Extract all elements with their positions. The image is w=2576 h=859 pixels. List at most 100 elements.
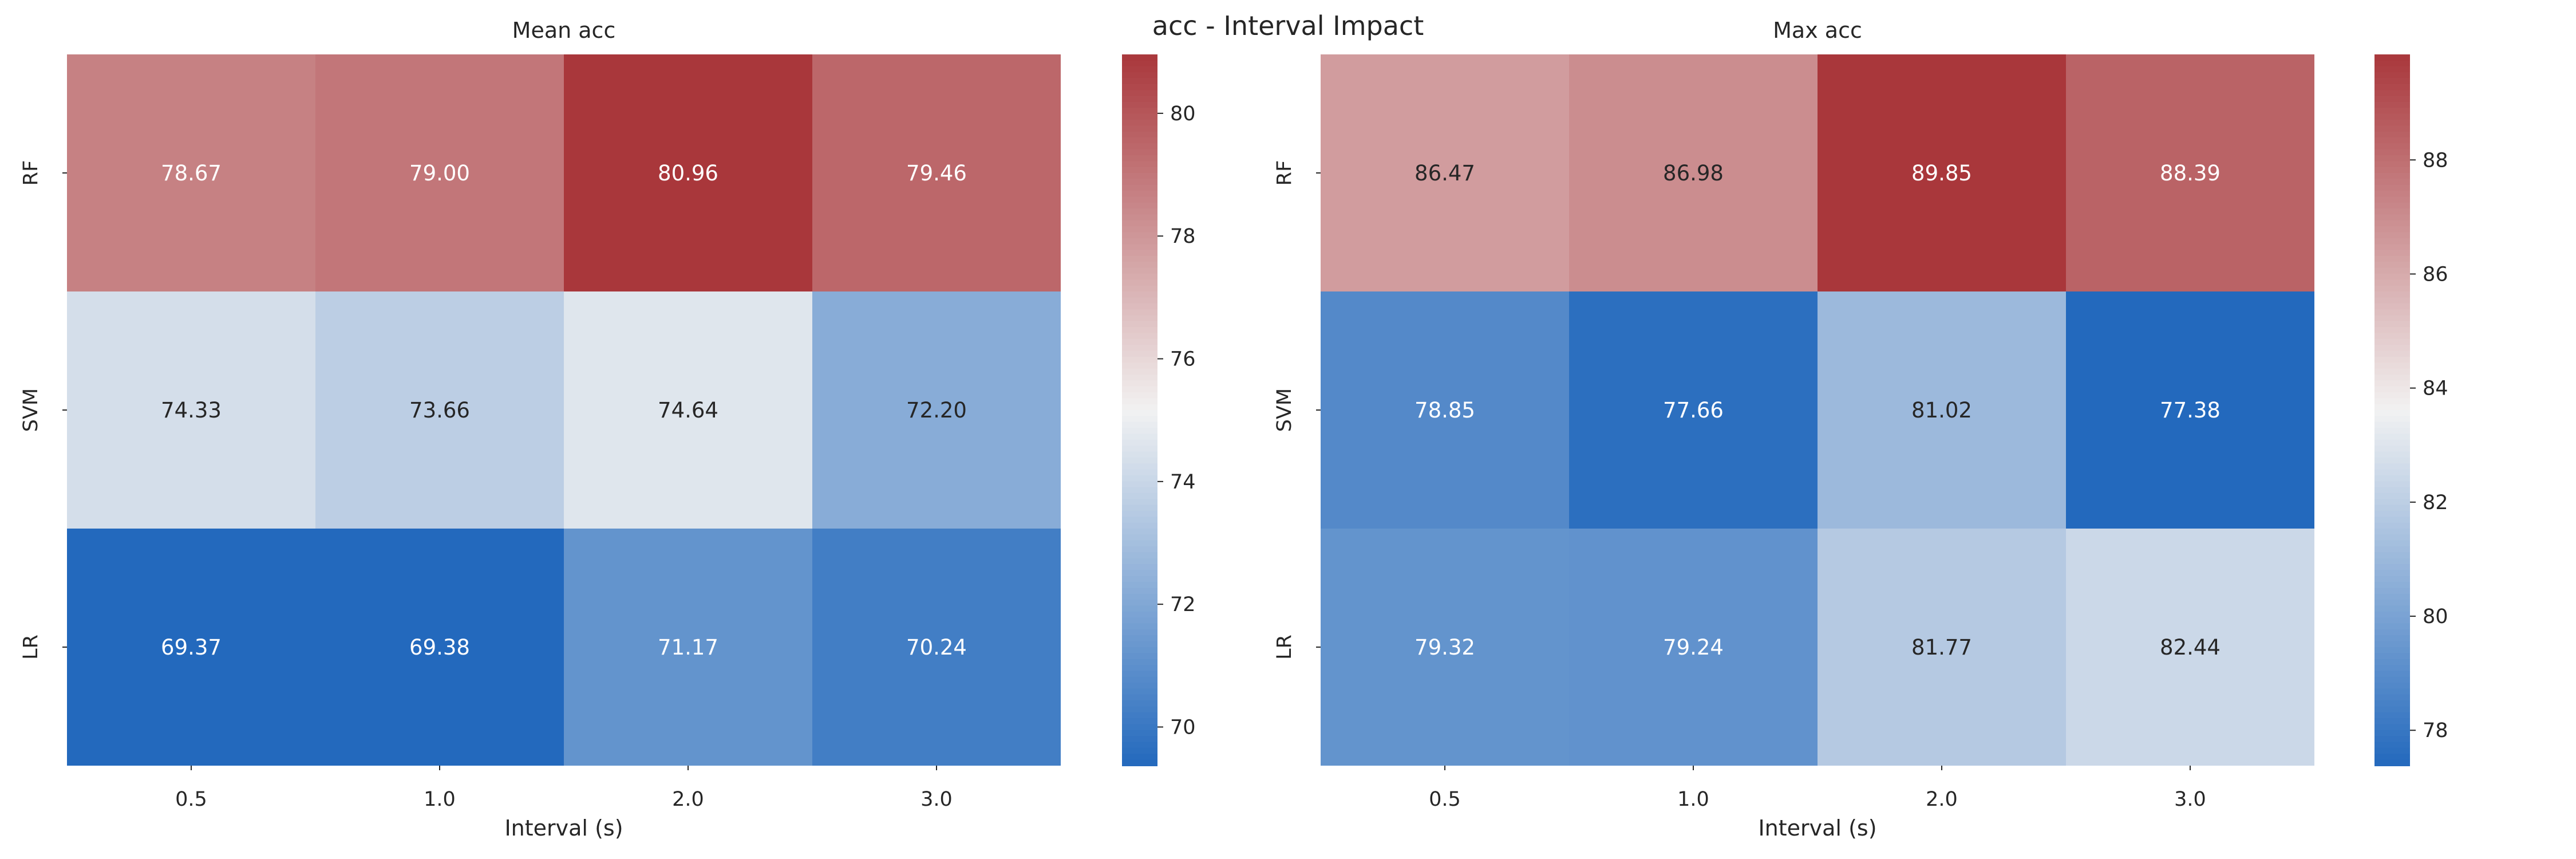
colorbar-segment [2374, 338, 2410, 346]
colorbar-segment [1122, 226, 1157, 233]
colorbar: 78 80 82 84 86 88 [2374, 54, 2448, 766]
x-tick-label: 3.0 [2174, 788, 2206, 811]
colorbar-segment [1122, 78, 1157, 85]
x-tick-label: 0.5 [175, 788, 207, 811]
colorbar-segment [2374, 451, 2410, 458]
heatmap-cell [812, 529, 1061, 766]
colorbar-segment [2374, 475, 2410, 482]
colorbar-segment [1122, 463, 1157, 470]
colorbar-segment [2374, 303, 2410, 310]
panel-title: Max acc [1773, 18, 1862, 43]
colorbar-segment [2374, 404, 2410, 411]
colorbar-tick-label: 80 [2423, 605, 2448, 628]
colorbar-segment [2374, 676, 2410, 684]
colorbar-segment [1122, 730, 1157, 737]
colorbar-segment [1122, 499, 1157, 506]
colorbar-segment [2374, 72, 2410, 79]
colorbar-segment [2374, 60, 2410, 67]
colorbar-segment [1122, 66, 1157, 73]
colorbar-segment [2374, 529, 2410, 535]
colorbar-segment [2374, 333, 2410, 340]
colorbar-segment [1122, 653, 1157, 660]
colorbar-segment [2374, 380, 2410, 387]
colorbar-segment [2374, 481, 2410, 488]
colorbar-tick-label: 78 [2423, 719, 2448, 742]
colorbar-segment [2374, 647, 2410, 654]
colorbar-segment [2374, 416, 2410, 423]
colorbar-segment [1122, 475, 1157, 482]
colorbar-segment [2374, 759, 2410, 766]
colorbar-segment [1122, 700, 1157, 707]
colorbar-segment [2374, 683, 2410, 689]
colorbar-segment [2374, 226, 2410, 233]
colorbar-segment [2374, 671, 2410, 677]
colorbar-segment [1122, 529, 1157, 535]
cell-value-label: 88.39 [2160, 161, 2221, 186]
colorbar-tick-label: 84 [2423, 377, 2448, 400]
colorbar-segment [2374, 700, 2410, 707]
heatmap-cell [315, 529, 564, 766]
colorbar-segment [1122, 754, 1157, 761]
colorbar-segment [2374, 706, 2410, 713]
colorbar-segment [2374, 421, 2410, 429]
heatmap-cell [812, 54, 1061, 291]
colorbar-segment [2374, 191, 2410, 198]
colorbar-segment [2374, 736, 2410, 743]
heatmap-cell [564, 54, 812, 291]
colorbar-tick-label: 82 [2423, 491, 2448, 514]
x-tick-label: 2.0 [672, 788, 704, 811]
colorbar-segment [2374, 712, 2410, 719]
heatmap-cell [1569, 529, 1818, 766]
colorbar-segment [1122, 410, 1157, 417]
colorbar-segment [1122, 688, 1157, 695]
colorbar-segment [1122, 416, 1157, 423]
colorbar-segment [2374, 250, 2410, 257]
colorbar-segment [2374, 600, 2410, 606]
colorbar-segment [2374, 220, 2410, 227]
colorbar-segment [1122, 90, 1157, 97]
colorbar-segment [2374, 546, 2410, 553]
colorbar-tick-label: 76 [1170, 348, 1196, 371]
colorbar-segment [2374, 392, 2410, 399]
colorbar-segment [2374, 522, 2410, 529]
colorbar-segment [1122, 338, 1157, 346]
colorbar-segment [2374, 238, 2410, 245]
colorbar-segment [1122, 671, 1157, 677]
colorbar-segment [1122, 54, 1157, 61]
colorbar-segment [2374, 143, 2410, 150]
x-tick-label: 3.0 [920, 788, 953, 811]
colorbar-segment [1122, 576, 1157, 583]
colorbar-segment [2374, 653, 2410, 660]
cell-value-label: 74.64 [658, 398, 718, 423]
colorbar-segment [1122, 220, 1157, 227]
cell-value-label: 73.66 [409, 398, 470, 423]
colorbar: 70 72 74 76 78 80 [1122, 54, 1196, 766]
x-tick-label: 0.5 [1429, 788, 1461, 811]
colorbar-segment [2374, 469, 2410, 476]
colorbar-segment [1122, 238, 1157, 245]
colorbar-segment [1122, 108, 1157, 115]
colorbar-segment [2374, 718, 2410, 725]
colorbar-segment [1122, 706, 1157, 713]
colorbar-segment [2374, 754, 2410, 761]
colorbar-segment [2374, 428, 2410, 435]
heatmap-cell [564, 529, 812, 766]
cell-value-label: 82.44 [2160, 635, 2221, 660]
colorbar-segment [1122, 315, 1157, 322]
colorbar-segment [1122, 558, 1157, 565]
heatmap-cell [812, 291, 1061, 529]
colorbar-segment [1122, 434, 1157, 440]
colorbar-segment [1122, 469, 1157, 476]
colorbar-segment [2374, 730, 2410, 737]
colorbar-segment [1122, 267, 1157, 274]
cell-value-label: 78.67 [161, 161, 222, 186]
colorbar-segment [2374, 629, 2410, 636]
colorbar-segment [1122, 398, 1157, 405]
heatmap-panel-2: Max acc 86.47 86.98 89.85 88.39 78.85 77.66 81.… [1273, 18, 2448, 841]
figure-title: acc - Interval Impact [1152, 10, 1424, 41]
colorbar-segment [2374, 398, 2410, 405]
colorbar-segment [1122, 149, 1157, 156]
x-tick-label: 1.0 [1677, 788, 1709, 811]
cell-value-label: 71.17 [658, 635, 718, 660]
colorbar-segment [2374, 576, 2410, 583]
